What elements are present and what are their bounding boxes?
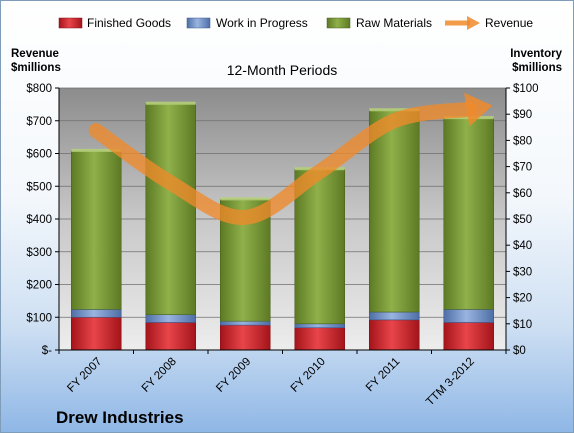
y-right-tick-label: $70 [513,162,532,174]
x-tick-label: FY 2007 [65,356,104,395]
x-tick-label: FY 2011 [364,356,402,394]
y-left-tick-label: $100 [26,312,52,324]
y-right-tick-label: $0 [513,345,526,357]
bars [70,101,495,351]
y-left-tick-label: $200 [26,280,52,292]
bar-top-cap [220,197,271,201]
x-tick-label: TTM 3-2012 [424,356,477,409]
bar-work-in-progress [443,309,495,323]
y-left-title-line1: Revenue [11,48,59,60]
revenue-line-path [88,101,477,225]
bar-top-cap [145,101,196,105]
y-left-tick-label: $400 [26,214,52,226]
bar-finished-goods [219,324,271,351]
gridlines [59,87,506,318]
bar-work-in-progress [368,311,420,321]
x-tick-label: FY 2010 [289,356,328,395]
revenue-arrow-head [464,92,493,127]
legend-label-work-in-progress: Work in Progress [216,16,308,30]
y-left-tick-label: $300 [26,247,52,259]
bar-finished-goods [368,319,420,351]
bar-finished-goods [70,316,122,351]
bar-raw-materials [145,103,197,315]
legend-label-raw-materials: Raw Materials [356,16,432,30]
revenue-line [88,92,493,225]
bar-work-in-progress [219,320,271,326]
y-right-tick-label: $30 [513,266,532,278]
bar-top-cap [369,108,420,112]
y-right-tick-label: $40 [513,240,532,252]
y-right-tick-label: $90 [513,109,532,121]
bar-finished-goods [294,327,346,351]
y-left-tick-label: $- [42,345,52,357]
bar-top-cap [71,148,122,152]
y-left-tick-label: $700 [26,116,52,128]
x-tick-label: FY 2008 [140,356,179,395]
x-tick-label: FY 2009 [214,356,253,395]
bar-work-in-progress [145,314,197,323]
y-right-tick-label: $50 [513,214,532,226]
bar-raw-materials [294,168,346,325]
y-left-title-line2: $millions [11,62,61,74]
y-left-tick-label: $500 [26,181,52,193]
y-right-tick-label: $20 [513,293,532,305]
bar-raw-materials [443,117,495,310]
y-right-tick-label: $10 [513,319,532,331]
legend: Finished Goods Work in Progress Raw Mate… [58,16,533,30]
bar-raw-materials [70,150,122,310]
legend-label-revenue: Revenue [485,16,533,30]
y-right-tick-label: $60 [513,188,532,200]
chart-title: 12-Month Periods [227,62,338,78]
y-right-title-line1: Inventory [510,48,562,60]
bar-finished-goods [145,322,197,351]
legend-swatch-revenue [445,16,480,30]
y-right-title-line2: $millions [512,62,562,74]
bar-raw-materials [368,109,420,313]
y-right-tick-label: $100 [513,83,539,95]
legend-swatch-finished-goods [58,17,83,29]
bar-finished-goods [443,322,495,351]
company-name: Drew Industries [56,408,184,427]
legend-swatch-work-in-progress [186,17,211,29]
y-left-tick-label: $600 [26,149,52,161]
legend-swatch-raw-materials [326,17,351,29]
bar-work-in-progress [294,323,346,329]
legend-label-finished-goods: Finished Goods [87,16,171,30]
y-right-tick-label: $80 [513,135,532,147]
bar-work-in-progress [70,309,122,318]
y-left-tick-label: $800 [26,83,52,95]
